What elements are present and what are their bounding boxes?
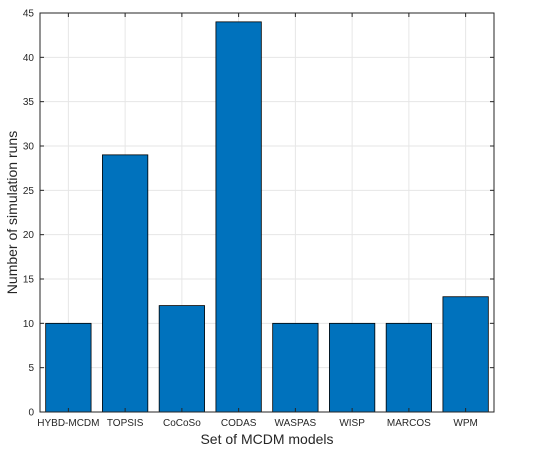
y-tick-label: 30 (23, 142, 35, 153)
bar-wisp (329, 322, 376, 413)
y-tick-label: 15 (23, 275, 35, 286)
bar-wpm (442, 296, 489, 413)
x-tick-label: WISP (339, 418, 365, 429)
y-tick-label: 5 (28, 363, 34, 374)
y-tick-label: 40 (23, 53, 35, 64)
x-tick-label: MARCOS (387, 418, 431, 429)
bars (45, 21, 489, 413)
x-tick-label: WPM (453, 418, 477, 429)
y-tick-label: 25 (23, 186, 35, 197)
x-tick-label: HYBD-MCDM (37, 418, 99, 429)
bar-hybd-mcdm (45, 322, 92, 413)
y-tick-label: 10 (23, 319, 35, 330)
y-tick-label: 45 (23, 9, 35, 20)
bar-waspas (272, 322, 319, 413)
bar-topsis (102, 154, 149, 413)
y-tick-label: 20 (23, 230, 35, 241)
bar-marcos (385, 322, 432, 413)
y-tick-label: 35 (23, 97, 35, 108)
y-axis-title: Number of simulation runs (4, 131, 20, 294)
bar-codas (215, 21, 262, 413)
x-axis-title: Set of MCDM models (200, 431, 333, 447)
x-tick-label: CODAS (221, 418, 257, 429)
x-tick-label: CoCoSo (163, 418, 201, 429)
x-tick-label: WASPAS (275, 418, 317, 429)
bar-cocoso (158, 305, 205, 413)
y-tick-label: 0 (28, 408, 34, 419)
x-tick-label: TOPSIS (107, 418, 144, 429)
axes-box (39, 12, 495, 413)
tick-labels: 0 5 10 15 20 25 30 35 40 45 HYBD-MCDM TOPSIS CoCoSo C… (23, 9, 494, 429)
